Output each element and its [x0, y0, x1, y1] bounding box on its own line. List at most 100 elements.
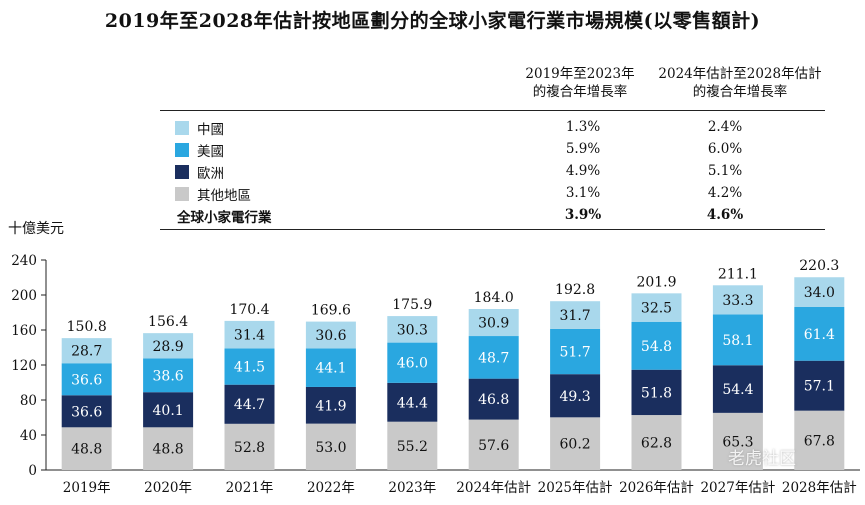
bar-segment-5-1: [468, 378, 519, 420]
bar-segment-8-1: [712, 365, 763, 413]
bar-segment-3-2: [305, 348, 356, 387]
bar-segment-9-1: [794, 360, 845, 411]
bar-segment-label-2-3: 31.4: [234, 328, 265, 344]
bar-segment-label-6-0: 60.2: [560, 437, 591, 453]
x-tick-label-0: 2019年: [63, 480, 111, 496]
bar-segment-label-1-3: 28.9: [153, 339, 184, 355]
y-tick-label-1: 40: [20, 428, 37, 444]
bar-segment-6-2: [550, 328, 601, 375]
bar-segment-label-9-1: 57.1: [804, 379, 835, 395]
bar-total-label-0: 150.8: [67, 319, 107, 335]
bar-segment-label-0-2: 36.6: [71, 372, 102, 388]
y-tick-label-2: 80: [20, 393, 37, 409]
x-tick-label-9: 2028年估計: [782, 480, 857, 496]
cagr-header-2024-2028-line1: 2024年估計至2028年估計: [658, 66, 822, 82]
bar-segment-label-1-1: 40.1: [153, 403, 184, 419]
bar-segment-5-2: [468, 336, 519, 379]
bar-segment-label-0-3: 28.7: [71, 344, 102, 360]
bar-segment-label-2-0: 52.8: [234, 440, 265, 456]
bar-segment-9-0: [794, 410, 845, 470]
bar-segment-label-7-1: 51.8: [641, 385, 672, 401]
bar-segment-8-2: [712, 314, 763, 366]
bar-segment-7-2: [631, 321, 682, 370]
legend-swatch-europe: [175, 165, 189, 179]
y-tick-label-6: 240: [11, 253, 37, 269]
bar-segment-9-3: [794, 277, 845, 307]
cagr1-total: 3.9%: [564, 207, 602, 223]
legend-label-usa: 美國: [197, 144, 224, 160]
cagr-header-2024-2028: 2024年估計至2028年估計 的複合年增長率: [640, 65, 840, 101]
bar-segment-6-1: [550, 374, 601, 418]
legend-label-europe: 歐洲: [197, 166, 224, 182]
cagr2-usa: 6.0%: [707, 141, 743, 157]
bar-segment-label-1-0: 48.8: [153, 442, 184, 458]
bar-segment-7-0: [631, 415, 682, 470]
bar-segment-label-4-2: 46.0: [397, 356, 428, 372]
bar-segment-label-3-3: 30.6: [315, 328, 346, 344]
watermark-text: 老虎社区: [728, 449, 796, 469]
bar-segment-label-9-3: 34.0: [804, 285, 835, 301]
bar-segment-label-4-3: 30.3: [397, 322, 428, 338]
y-tick-label-5: 200: [11, 288, 37, 304]
bar-total-label-6: 192.8: [555, 282, 595, 298]
bar-segment-2-0: [224, 423, 275, 470]
bar-total-label-5: 184.0: [474, 290, 514, 306]
cagr2-other: 4.2%: [707, 185, 743, 201]
legend-swatch-usa: [175, 143, 189, 157]
bar-segment-6-0: [550, 417, 601, 470]
bar-segment-4-2: [387, 342, 438, 383]
cagr1-europe: 4.9%: [565, 163, 601, 179]
bar-segment-label-0-1: 36.6: [71, 404, 102, 420]
bar-total-label-1: 156.4: [148, 314, 188, 330]
bar-segment-1-2: [143, 358, 194, 393]
y-axis-unit-label: 十億美元: [8, 221, 64, 237]
bar-segment-1-1: [143, 392, 194, 428]
bar-segment-label-6-3: 31.7: [560, 308, 591, 324]
bar-segment-6-3: [550, 301, 601, 329]
legend-label-total: 全球小家電行業: [177, 210, 272, 226]
bar-segment-label-8-3: 33.3: [722, 293, 753, 309]
cagr-header-2019-2023: 2019年至2023年 的複合年增長率: [515, 65, 645, 101]
bar-segment-label-4-0: 55.2: [397, 439, 428, 455]
bar-segment-3-0: [305, 423, 356, 470]
bar-total-label-2: 170.4: [229, 302, 269, 318]
cagr1-china: 1.3%: [565, 119, 601, 135]
bar-segment-label-6-1: 49.3: [560, 389, 591, 405]
x-tick-label-2: 2021年: [226, 480, 274, 496]
table-bottom-rule: [160, 229, 825, 230]
cagr-header-2019-2023-line2: 的複合年增長率: [532, 84, 628, 100]
bar-segment-3-1: [305, 386, 356, 424]
bar-segment-0-2: [61, 363, 112, 396]
bar-segment-label-8-0: 65.3: [722, 434, 753, 450]
bar-segment-3-3: [305, 321, 356, 349]
bar-segment-label-2-1: 44.7: [234, 397, 265, 413]
bar-segment-4-0: [387, 421, 438, 470]
cagr2-china: 2.4%: [707, 119, 743, 135]
bar-segment-8-0: [712, 412, 763, 470]
bar-segment-4-1: [387, 382, 438, 422]
bar-total-label-8: 211.1: [718, 266, 758, 282]
bar-segment-2-3: [224, 320, 275, 349]
cagr1-usa: 5.9%: [565, 141, 601, 157]
bar-segment-4-3: [387, 316, 438, 343]
x-tick-label-8: 2027年估計: [700, 480, 775, 496]
bar-segment-label-3-1: 41.9: [315, 398, 346, 414]
bar-segment-5-0: [468, 419, 519, 470]
legend-swatch-other: [175, 187, 189, 201]
x-tick-label-4: 2023年: [388, 480, 436, 496]
bar-segment-label-8-1: 54.4: [722, 382, 753, 398]
x-tick-label-5: 2024年估計: [456, 480, 531, 496]
legend-label-other: 其他地區: [197, 188, 251, 204]
bar-total-label-4: 175.9: [392, 297, 432, 313]
bar-segment-label-5-0: 57.6: [478, 438, 509, 454]
cagr-header-2024-2028-line2: 的複合年增長率: [692, 84, 788, 100]
cagr2-europe: 5.1%: [707, 163, 743, 179]
cagr-header-2019-2023-line1: 2019年至2023年: [525, 66, 635, 82]
bar-segment-0-3: [61, 338, 112, 364]
table-header-rule: [160, 110, 825, 111]
bar-segment-0-0: [61, 427, 112, 470]
y-tick-label-0: 0: [28, 463, 37, 479]
bar-segment-label-3-2: 44.1: [315, 361, 346, 377]
cagr2-total: 4.6%: [706, 207, 744, 223]
